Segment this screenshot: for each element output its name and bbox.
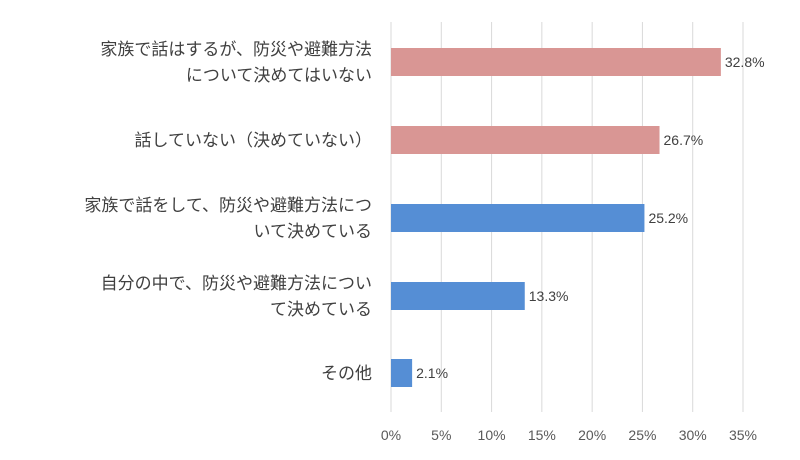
bar [391, 48, 721, 76]
bar [391, 359, 413, 387]
x-axis-ticks: 0% 5% 10% 15% 20% 25% 30% 35% [381, 427, 757, 443]
data-label: 2.1% [416, 365, 448, 381]
category-label: 自分の中で、防災や避難方法について決めている [101, 274, 372, 320]
x-tick-label: 0% [381, 427, 401, 443]
x-tick-label: 35% [729, 427, 757, 443]
x-tick-label: 30% [679, 427, 707, 443]
category-label: 家族で話をして、防災や避難方法について決めている [84, 196, 372, 242]
category-label: 話していない（決めていない） [135, 131, 373, 151]
x-tick-label: 15% [528, 427, 556, 443]
x-tick-label: 10% [478, 427, 506, 443]
data-label: 13.3% [529, 288, 569, 304]
x-tick-label: 5% [431, 427, 451, 443]
category-labels: 家族で話はするが、防災や避難方法について決めてはいない話していない（決めていない… [84, 40, 372, 384]
x-tick-label: 20% [578, 427, 606, 443]
data-labels: 32.8% 26.7% 25.2% 13.3% 2.1% [416, 54, 764, 381]
bars [391, 48, 721, 387]
data-label: 32.8% [725, 54, 765, 70]
data-label: 26.7% [664, 132, 704, 148]
category-label: その他 [321, 364, 372, 384]
data-label: 25.2% [648, 210, 688, 226]
bar [391, 126, 660, 154]
bar [391, 204, 645, 232]
bar [391, 282, 525, 310]
category-label: 家族で話はするが、防災や避難方法について決めてはいない [100, 40, 372, 86]
x-tick-label: 25% [628, 427, 656, 443]
